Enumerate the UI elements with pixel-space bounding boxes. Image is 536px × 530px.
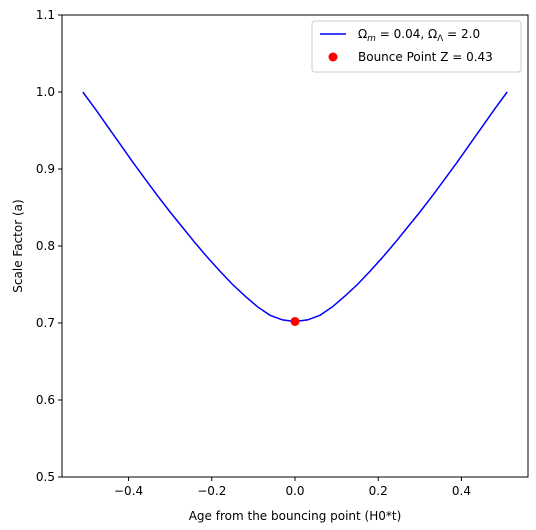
legend-omega-m-value: = 0.04, Ω <box>376 27 437 41</box>
y-tick-label: 0.5 <box>36 470 55 484</box>
legend-omega-l-value: = 2.0 <box>443 27 480 41</box>
legend-omega-m-subscript: m <box>367 34 376 44</box>
y-tick-label: 0.7 <box>36 316 55 330</box>
legend-swatch-marker <box>328 52 338 62</box>
x-tick-label: 0.0 <box>285 484 304 498</box>
legend: Ωm = 0.04, ΩΛ = 2.0 Bounce Point Z = 0.4… <box>311 20 522 73</box>
y-axis-ticks: 0.5 0.6 0.7 0.8 0.9 1.0 1.1 <box>36 8 62 484</box>
y-tick-label: 1.1 <box>36 8 55 22</box>
legend-omega-m: Ω <box>358 27 367 41</box>
legend-box <box>311 20 522 73</box>
x-tick-label: −0.4 <box>114 484 143 498</box>
x-tick-label: −0.2 <box>197 484 226 498</box>
x-tick-label: 0.4 <box>452 484 471 498</box>
legend-omega-l-subscript: Λ <box>437 34 444 44</box>
legend-entry-scatter: Bounce Point Z = 0.43 <box>358 50 493 64</box>
y-tick-label: 0.6 <box>36 393 55 407</box>
y-axis-label: Scale Factor (a) <box>11 199 25 292</box>
plot-background <box>62 15 528 477</box>
y-tick-label: 1.0 <box>36 85 55 99</box>
bounce-point-marker <box>290 316 300 326</box>
series-layer <box>82 91 508 326</box>
y-tick-label: 0.9 <box>36 162 55 176</box>
x-axis-label: Age from the bouncing point (H0*t) <box>189 509 402 523</box>
legend-entry-line: Ωm = 0.04, ΩΛ = 2.0 <box>358 27 480 44</box>
y-tick-label: 0.8 <box>36 239 55 253</box>
x-axis-ticks: −0.4 −0.2 0.0 0.2 0.4 <box>114 477 471 498</box>
x-tick-label: 0.2 <box>369 484 388 498</box>
